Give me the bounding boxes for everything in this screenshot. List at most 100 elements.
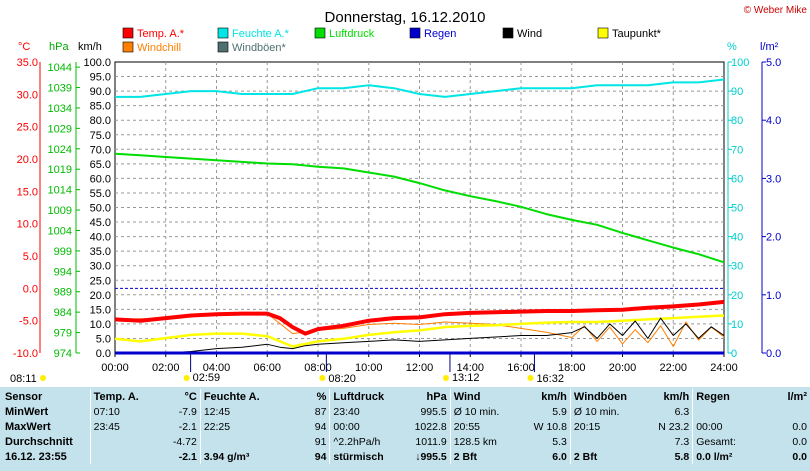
stats-cell: 0.0 bbox=[792, 420, 807, 433]
unit-hum: % bbox=[727, 41, 737, 53]
marker-time: 08:20 bbox=[328, 373, 356, 385]
stats-cell: 0.0 l/m² bbox=[692, 449, 771, 464]
tick-label-wind: 80.0 bbox=[90, 115, 111, 127]
stats-row-label: MaxWert bbox=[5, 420, 51, 433]
stats-cell: 0.0 bbox=[792, 450, 807, 463]
stats-header: km/h bbox=[663, 390, 690, 403]
tick-label-wind: 85.0 bbox=[90, 101, 111, 113]
x-tick-label: 08:00 bbox=[304, 362, 332, 374]
legend-swatch bbox=[314, 27, 326, 39]
stats-cell: 995.5 bbox=[420, 405, 447, 418]
stats-header: hPa bbox=[426, 390, 447, 403]
unit-wind: km/h bbox=[78, 41, 102, 53]
legend-label: Regen bbox=[424, 28, 456, 40]
stats-cell: Ø 10 min. bbox=[449, 404, 525, 419]
marker-icon bbox=[442, 375, 449, 381]
stats-row-label: Durchschnitt bbox=[5, 435, 73, 448]
stats-cell: Gesamt: bbox=[692, 434, 771, 449]
tick-label-press: 1014 bbox=[48, 185, 72, 197]
marker-icon bbox=[183, 375, 190, 381]
tick-label-wind: 15.0 bbox=[90, 304, 111, 316]
tick-label-temp: 0.0 bbox=[23, 283, 38, 295]
stats-cell: -2.1 bbox=[178, 420, 197, 433]
stats-cell: W 10.8 bbox=[533, 420, 567, 433]
x-tick-label: 22:00 bbox=[659, 362, 687, 374]
stats-table: Sensor Temp. A. °C Feuchte A.% Luftdruck hPa W… bbox=[2, 389, 810, 464]
stats-header: % bbox=[316, 390, 327, 403]
tick-label-temp: 15.0 bbox=[17, 186, 38, 198]
marker-icon bbox=[527, 375, 534, 381]
marker-time: 08:11 bbox=[10, 373, 37, 385]
tick-label-press: 999 bbox=[54, 246, 72, 258]
stats-cell: 2 Bft bbox=[449, 449, 525, 464]
stats-cell: 12:45 bbox=[199, 404, 285, 419]
tick-label-press: 1039 bbox=[48, 83, 72, 95]
stats-cell: 22:25 bbox=[199, 419, 285, 434]
stats-cell: 20:55 bbox=[449, 419, 525, 434]
series-line-luftdruck bbox=[114, 152, 725, 264]
tick-label-wind: 55.0 bbox=[90, 188, 111, 200]
stats-cell bbox=[692, 404, 771, 419]
tick-label-press: 1019 bbox=[48, 164, 72, 176]
tick-label-rain: 1.0 bbox=[766, 290, 781, 302]
tick-label-press: 989 bbox=[54, 287, 72, 299]
x-tick-label: 16:00 bbox=[507, 362, 535, 374]
tick-label-hum: 0 bbox=[731, 348, 737, 360]
tick-label-press: 994 bbox=[54, 266, 72, 278]
stats-cell: 5.8 bbox=[674, 450, 690, 463]
tick-label-wind: 20.0 bbox=[90, 290, 111, 302]
stats-header: Feuchte A. bbox=[199, 389, 285, 404]
x-tick-label: 00:00 bbox=[101, 362, 129, 374]
tick-label-hum: 50 bbox=[731, 203, 743, 215]
chart-series bbox=[114, 78, 725, 355]
tick-label-hum: 70 bbox=[731, 144, 743, 156]
stats-cell: 0.0 bbox=[792, 435, 807, 448]
tick-label-rain: 5.0 bbox=[766, 57, 781, 69]
x-tick-label: 06:00 bbox=[253, 362, 281, 374]
series-line-windchill bbox=[114, 313, 725, 347]
tick-label-wind: 90.0 bbox=[90, 86, 111, 98]
legend-label: Wind bbox=[517, 28, 542, 40]
marker-time: 02:59 bbox=[193, 372, 221, 384]
tick-label-hum: 20 bbox=[731, 290, 743, 302]
stats-header: Wind bbox=[449, 389, 525, 404]
stats-cell: 128.5 km bbox=[449, 434, 525, 449]
stats-cell: 87 bbox=[314, 405, 327, 418]
chart-axes: 35.0 30.0 25.0 20.0 15.0 10.0 5.0 0.0 -5.0 -10.0 1… bbox=[13, 57, 781, 374]
tick-label-temp: -5.0 bbox=[19, 316, 38, 328]
tick-label-temp: 20.0 bbox=[17, 154, 38, 166]
marker-icon bbox=[40, 375, 46, 381]
unit-temp: °C bbox=[18, 41, 30, 53]
tick-label-press: 1004 bbox=[48, 225, 72, 237]
tick-label-temp: 30.0 bbox=[17, 89, 38, 101]
tick-label-hum: 10 bbox=[731, 319, 743, 331]
tick-label-wind: 10.0 bbox=[90, 319, 111, 331]
stats-cell: 2 Bft bbox=[569, 449, 647, 464]
tick-label-hum: 90 bbox=[731, 86, 743, 98]
marker-icon bbox=[319, 375, 326, 381]
tick-label-temp: 25.0 bbox=[17, 122, 38, 134]
tick-label-press: 1029 bbox=[48, 123, 72, 135]
stats-cell: 7.3 bbox=[674, 435, 690, 448]
tick-label-wind: 50.0 bbox=[90, 203, 111, 215]
stats-cell: ↓995.5 bbox=[415, 450, 447, 463]
tick-label-press: 1034 bbox=[48, 103, 72, 115]
tick-label-wind: 30.0 bbox=[90, 261, 111, 273]
tick-label-wind: 95.0 bbox=[90, 72, 111, 84]
stats-cell: N 23.2 bbox=[658, 420, 690, 433]
marker-time: 16:32 bbox=[536, 373, 564, 385]
stats-cell: 23:45 bbox=[89, 419, 155, 434]
tick-label-rain: 4.0 bbox=[766, 115, 781, 127]
stats-row-label: MinWert bbox=[5, 405, 49, 418]
tick-label-temp: 35.0 bbox=[17, 57, 38, 69]
series-line-temp-a bbox=[114, 299, 725, 336]
copyright-label: © Weber Mike bbox=[744, 5, 808, 16]
tick-label-press: 1009 bbox=[48, 205, 72, 217]
chart-grid bbox=[115, 62, 724, 353]
stats-cell: 94 bbox=[314, 450, 327, 463]
stats-cell: stürmisch bbox=[329, 449, 404, 464]
tick-label-wind: 5.0 bbox=[96, 333, 111, 345]
time-markers: 08:11 02:59 08:20 13:12 16:32 bbox=[10, 353, 564, 385]
stats-cell bbox=[770, 404, 810, 419]
tick-label-hum: 100 bbox=[731, 57, 749, 69]
